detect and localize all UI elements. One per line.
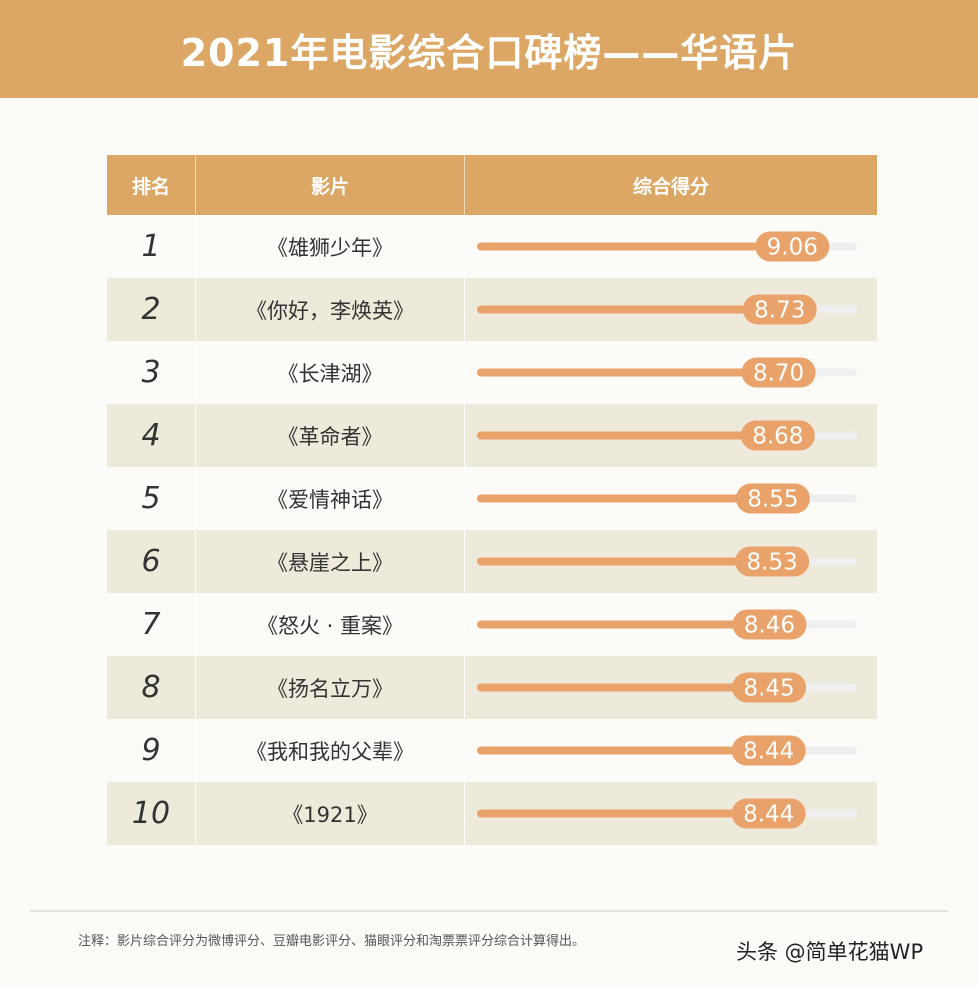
score-pill [740, 420, 815, 451]
score-label: 8.55 [747, 487, 798, 513]
score-bar [477, 305, 809, 314]
score-bar-chart: 9.06 [477, 231, 857, 262]
score-cell: 8.53 [465, 530, 877, 593]
score-label: 8.53 [747, 550, 798, 576]
header-rank: 排名 [107, 155, 196, 215]
film-title: 《你好，李焕英》 [196, 278, 465, 341]
score-pill [732, 609, 807, 640]
film-title: 《长津湖》 [196, 341, 465, 404]
film-title: 《我和我的父辈》 [196, 719, 465, 782]
table-row: 4 《革命者》 8.68 [107, 404, 877, 467]
score-pill [741, 357, 816, 388]
rank-cell: 8 [107, 656, 196, 719]
score-label: 9.06 [767, 235, 818, 261]
score-bar-chart: 8.73 [477, 294, 857, 325]
rank-cell: 2 [107, 278, 196, 341]
score-bar [477, 494, 802, 503]
score-pill [735, 483, 810, 514]
score-label: 8.45 [743, 676, 794, 702]
score-bar-chart: 8.70 [477, 357, 857, 388]
film-title: 《爱情神话》 [196, 467, 465, 530]
rank-cell: 4 [107, 404, 196, 467]
film-title: 《革命者》 [196, 404, 465, 467]
score-cell: 8.44 [465, 719, 877, 782]
score-label: 8.44 [743, 802, 794, 828]
film-title: 《雄狮少年》 [196, 215, 465, 278]
score-bar-chart: 8.44 [477, 798, 857, 829]
rank-cell: 1 [107, 215, 196, 278]
score-label: 8.44 [743, 739, 794, 765]
score-cell: 8.68 [465, 404, 877, 467]
score-label: 8.70 [753, 361, 804, 387]
score-pill [742, 294, 817, 325]
film-title: 《1921》 [196, 782, 465, 845]
score-cell: 8.44 [465, 782, 877, 845]
score-cell: 8.73 [465, 278, 877, 341]
watermark: 头条 @简单花猫WP [736, 940, 924, 964]
score-bar [477, 809, 798, 818]
score-pill [732, 672, 807, 703]
table-row: 7 《怒火 · 重案》 8.46 [107, 593, 877, 656]
table-row: 5 《爱情神话》 8.55 [107, 467, 877, 530]
score-bar [477, 242, 822, 251]
film-title: 《怒火 · 重案》 [196, 593, 465, 656]
ranking-table: 排名 影片 综合得分 1 《雄狮少年》 9.06 2 《你好，李焕英》 8.73 3 《长津湖… [107, 155, 877, 845]
score-label: 8.68 [752, 424, 803, 450]
score-bar [477, 431, 807, 440]
score-cell: 8.55 [465, 467, 877, 530]
score-cell: 9.06 [465, 215, 877, 278]
rank-cell: 10 [107, 782, 196, 845]
score-bar [477, 557, 802, 566]
score-pill [731, 735, 806, 766]
table-row: 3 《长津湖》 8.70 [107, 341, 877, 404]
score-bar-chart: 8.46 [477, 609, 857, 640]
footer-divider [30, 910, 948, 912]
score-cell: 8.46 [465, 593, 877, 656]
score-bar [477, 620, 799, 629]
film-title: 《悬崖之上》 [196, 530, 465, 593]
title-banner: 2021年电影综合口碑榜——华语片 [0, 0, 978, 98]
table-row: 10 《1921》 8.44 [107, 782, 877, 845]
table-header: 排名 影片 综合得分 [107, 155, 877, 215]
score-bar [477, 746, 798, 755]
score-bar-chart: 8.68 [477, 420, 857, 451]
header-score: 综合得分 [632, 175, 709, 198]
score-bar-chart: 8.53 [477, 546, 857, 577]
score-bar-chart: 8.45 [477, 672, 857, 703]
table-row: 6 《悬崖之上》 8.53 [107, 530, 877, 593]
footnote: 注释：影片综合评分为微博评分、豆瓣电影评分、猫眼评分和淘票票评分综合计算得出。 [78, 934, 586, 949]
rank-cell: 5 [107, 467, 196, 530]
rank-cell: 7 [107, 593, 196, 656]
score-label: 8.73 [754, 298, 805, 324]
table-row: 8 《扬名立万》 8.45 [107, 656, 877, 719]
score-bar [477, 368, 808, 377]
score-bar-chart: 8.55 [477, 483, 857, 514]
film-title: 《扬名立万》 [196, 656, 465, 719]
score-bar-chart: 8.44 [477, 735, 857, 766]
score-pill [755, 231, 830, 262]
score-bar [477, 683, 799, 692]
score-label: 8.46 [744, 613, 795, 639]
page-title: 2021年电影综合口碑榜——华语片 [180, 30, 798, 75]
rank-cell: 3 [107, 341, 196, 404]
header-film: 影片 [196, 155, 465, 215]
score-cell: 8.70 [465, 341, 877, 404]
rank-cell: 9 [107, 719, 196, 782]
score-pill [735, 546, 810, 577]
rank-cell: 6 [107, 530, 196, 593]
score-pill [731, 798, 806, 829]
table-body: 1 《雄狮少年》 9.06 2 《你好，李焕英》 8.73 3 《长津湖》 8.70 4 《革命者》… [107, 215, 877, 845]
table-row: 2 《你好，李焕英》 8.73 [107, 278, 877, 341]
score-cell: 8.45 [465, 656, 877, 719]
table-row: 1 《雄狮少年》 9.06 [107, 215, 877, 278]
table-row: 9 《我和我的父辈》 8.44 [107, 719, 877, 782]
